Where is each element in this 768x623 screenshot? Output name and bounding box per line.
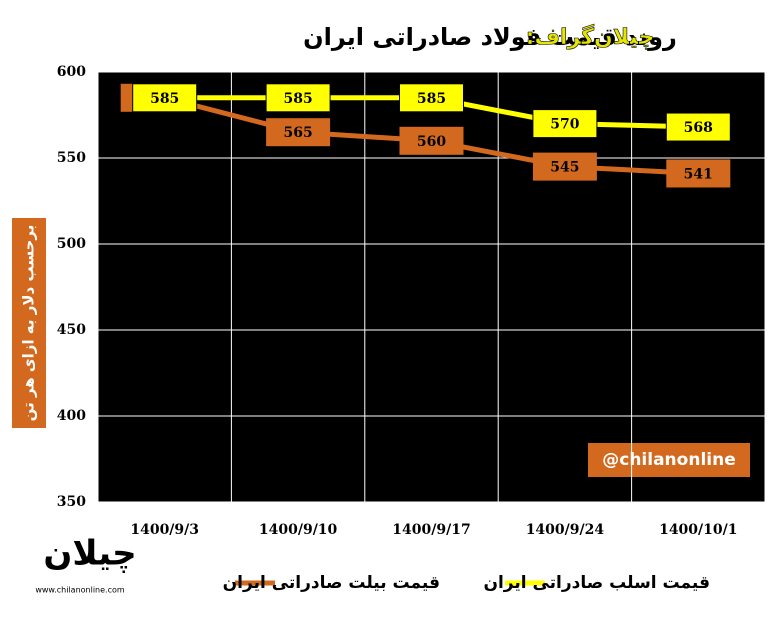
y-tick-label: 450: [57, 322, 86, 338]
title-prefix: چیلان‌گراف:: [526, 23, 655, 50]
legend-label: قیمت اسلب صادراتی ایران: [483, 573, 710, 593]
value-label-box: [266, 118, 331, 147]
y-axis-label: برحسب دلار به ازای هر تن: [20, 225, 38, 422]
value-label: 565: [283, 125, 312, 141]
y-tick-label: 550: [57, 150, 86, 166]
value-label-box: [665, 112, 731, 142]
value-label-box: [132, 83, 198, 113]
value-label-box: [399, 126, 464, 155]
value-label-box: [265, 83, 331, 113]
x-tick-label: 1400/9/3: [130, 522, 199, 538]
y-tick-label: 600: [57, 64, 86, 80]
logo: چیلان: [43, 534, 136, 574]
y-tick-label: 500: [57, 236, 86, 252]
value-label: 585: [417, 91, 446, 107]
x-tick-label: 1400/9/10: [259, 522, 338, 538]
x-tick-label: 1400/9/17: [392, 522, 470, 538]
value-label: 541: [684, 166, 713, 182]
website: www.chilanonline.com: [35, 586, 125, 595]
chart-title: روند قیمت فولاد صادراتی ایران: [303, 23, 677, 51]
value-label-box: [399, 83, 464, 113]
annotation-box: [588, 443, 750, 477]
y-tick-label: 350: [57, 494, 86, 510]
y-tick-label: 400: [57, 408, 86, 424]
value-label: 568: [684, 120, 713, 136]
x-tick-label: 1400/10/1: [659, 522, 737, 538]
legend-label: قیمت بیلت صادراتی ایران: [223, 573, 440, 593]
value-label-box: [532, 152, 597, 181]
x-tick-label: 1400/9/24: [526, 522, 605, 538]
annotation: @chilanonline: [602, 450, 735, 470]
value-label: 570: [550, 117, 579, 133]
y-label-box: [12, 218, 46, 428]
value-label: 585: [150, 91, 179, 107]
value-label-box: [532, 109, 598, 139]
value-label: 545: [550, 160, 579, 176]
value-label-box: [666, 159, 731, 188]
value-label: 560: [417, 134, 446, 150]
value-label: 585: [283, 91, 312, 107]
